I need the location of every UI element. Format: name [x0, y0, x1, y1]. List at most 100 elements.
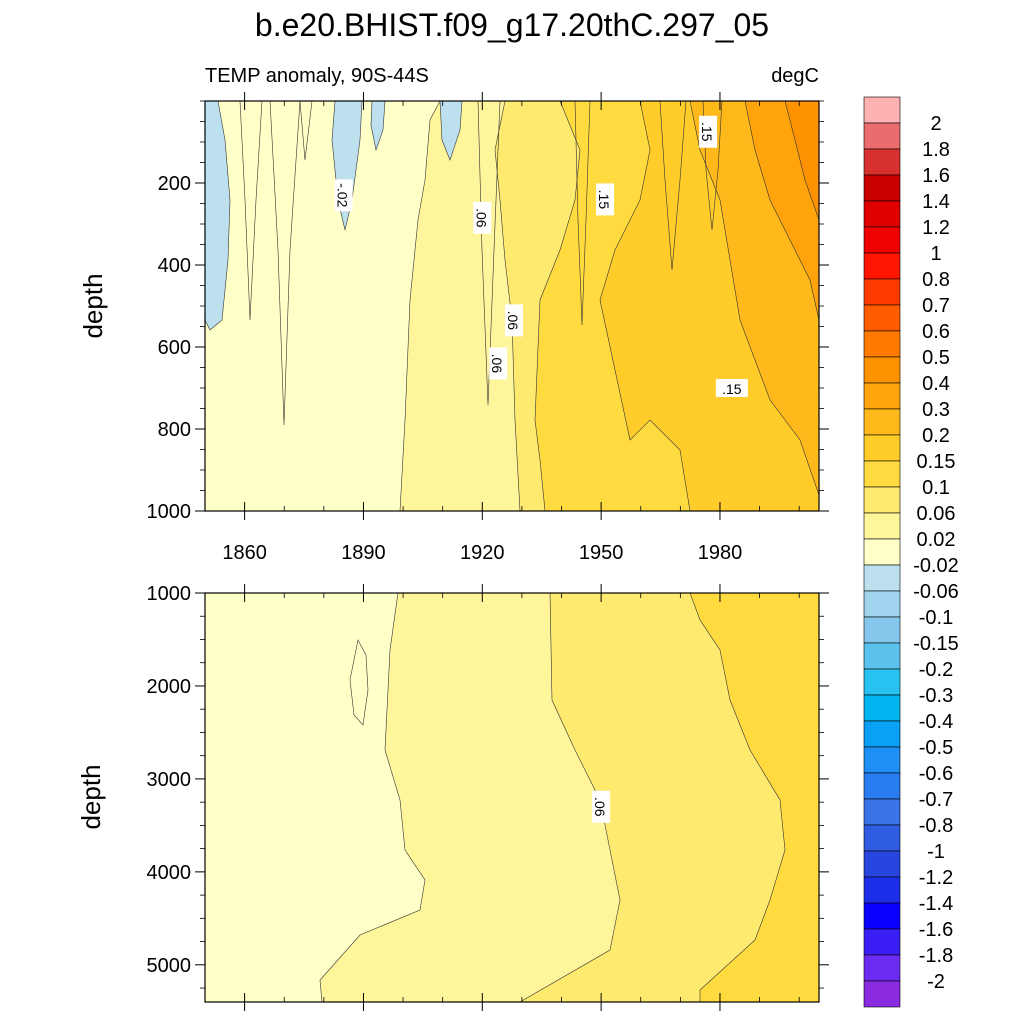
- colorbar-label: -0.4: [919, 711, 953, 733]
- lower-fill-015: [689, 593, 819, 1002]
- lower-panel-fills: [205, 593, 819, 1002]
- colorbar-box: [863, 824, 901, 852]
- contour-label-text: .06: [592, 797, 608, 817]
- colorbar-box: [863, 512, 901, 540]
- chart-title: b.e20.BHIST.f09_g17.20thC.297_05: [255, 7, 769, 43]
- colorbar-label: 0.3: [922, 399, 950, 421]
- contour-label-text: -.02: [335, 183, 351, 207]
- upper-contour-line: [659, 101, 687, 271]
- colorbar-box: [863, 96, 901, 124]
- y-axis-tick-label: 5000: [147, 955, 192, 977]
- colorbar-label: -0.15: [913, 633, 959, 655]
- colorbar-box: [863, 122, 901, 150]
- colorbar-label: -1.2: [919, 867, 953, 889]
- colorbar-box: [863, 304, 901, 332]
- colorbar: 2 1.8 1.6 1.4 1.2 1 0.8 0.7 0.6 0.5 0.4 0.3 0.2 0.15 0…: [863, 96, 959, 1008]
- colorbar-box: [863, 694, 901, 722]
- colorbar-label: 0.15: [917, 451, 956, 473]
- contour-label: .15: [596, 183, 615, 216]
- colorbar-label: -1.6: [919, 919, 953, 941]
- contour-label-text: .06: [473, 208, 489, 228]
- colorbar-box: [863, 720, 901, 748]
- colorbar-box: [863, 746, 901, 774]
- colorbar-box: [863, 876, 901, 904]
- contour-label-text: .15: [596, 190, 612, 210]
- upper-y-axis-title: depth: [78, 273, 108, 338]
- contour-label: -.02: [334, 179, 353, 212]
- y-axis-tick-label: 1000: [147, 501, 192, 523]
- y-axis-tick-label: 1000: [147, 583, 192, 605]
- y-axis-tick-label: 800: [158, 419, 191, 441]
- colorbar-label: 0.1: [922, 477, 950, 499]
- contour-label-text: .15: [699, 122, 715, 142]
- x-axis-tick-label: 1860: [222, 542, 267, 564]
- x-axis-tick-label: 1980: [698, 542, 743, 564]
- colorbar-box: [863, 642, 901, 670]
- lower-plot-frame: [204, 592, 820, 1003]
- contour-label-box: [596, 183, 615, 216]
- contour-label: .06: [504, 304, 523, 337]
- contour-label-text: .06: [489, 354, 505, 374]
- colorbar-label: -0.7: [919, 789, 953, 811]
- colorbar-box: [863, 330, 901, 358]
- colorbar-label: -0.6: [919, 763, 953, 785]
- colorbar-box: [863, 980, 901, 1008]
- y-axis-tick-label: 2000: [147, 676, 192, 698]
- colorbar-label: 0.4: [922, 373, 950, 395]
- chart-units: degC: [771, 65, 819, 87]
- upper-contour-line: [299, 101, 313, 161]
- contour-labels: -.02 .06 .06 .06 .15 .15 .15 .06: [334, 115, 748, 823]
- contour-label: .06: [473, 201, 492, 234]
- contour-label-box: [473, 201, 492, 234]
- colorbar-box: [863, 148, 901, 176]
- colorbar-box: [863, 460, 901, 488]
- colorbar-label: -0.02: [913, 555, 959, 577]
- axes-layer: 200 400 600 800 1000 1000 2000 3000 4000 5000 1860…: [147, 92, 829, 1011]
- colorbar-box: [863, 434, 901, 462]
- upper-contour-line: [239, 101, 263, 321]
- colorbar-label: -2: [927, 971, 945, 993]
- x-axis-tick-label: 1920: [460, 542, 505, 564]
- contour-label-box: [334, 179, 353, 212]
- colorbar-box: [863, 382, 901, 410]
- colorbar-label: -1: [927, 841, 945, 863]
- upper-cold-1895: [370, 101, 386, 152]
- colorbar-label: -0.5: [919, 737, 953, 759]
- colorbar-box: [863, 616, 901, 644]
- colorbar-label: -0.1: [919, 607, 953, 629]
- contour-label: .06: [489, 347, 508, 380]
- colorbar-box: [863, 226, 901, 254]
- upper-panel-fills: [205, 101, 819, 511]
- colorbar-box: [863, 772, 901, 800]
- colorbar-label: 1.2: [922, 217, 950, 239]
- colorbar-box: [863, 278, 901, 306]
- x-axis-tick-label: 1890: [341, 542, 386, 564]
- colorbar-label: 1.4: [922, 191, 950, 213]
- contour-label-box: [489, 347, 508, 380]
- colorbar-box: [863, 668, 901, 696]
- colorbar-label: -0.06: [913, 581, 959, 603]
- colorbar-box: [863, 408, 901, 436]
- colorbar-label: -1.4: [919, 893, 953, 915]
- lower-island: [349, 639, 369, 726]
- y-axis-tick-label: 200: [158, 173, 191, 195]
- colorbar-label: 0.06: [917, 503, 956, 525]
- colorbar-box: [863, 356, 901, 384]
- chart-subtitle-left: TEMP anomaly, 90S-44S: [205, 65, 429, 87]
- upper-cold-1910: [439, 101, 463, 161]
- colorbar-box: [863, 798, 901, 826]
- colorbar-label: -0.2: [919, 659, 953, 681]
- upper-contour-line: [477, 101, 501, 406]
- contour-label-text: .06: [505, 311, 521, 331]
- y-axis-tick-label: 400: [158, 255, 191, 277]
- upper-cold-left: [205, 101, 231, 331]
- colorbar-label: 1.6: [922, 165, 950, 187]
- colorbar-label: 0.6: [922, 321, 950, 343]
- contour-label-box: [715, 379, 748, 397]
- y-axis-tick-label: 3000: [147, 769, 192, 791]
- colorbar-box: [863, 174, 901, 202]
- colorbar-box: [863, 564, 901, 592]
- colorbar-label: 1: [930, 243, 941, 265]
- colorbar-label: 2: [930, 113, 941, 135]
